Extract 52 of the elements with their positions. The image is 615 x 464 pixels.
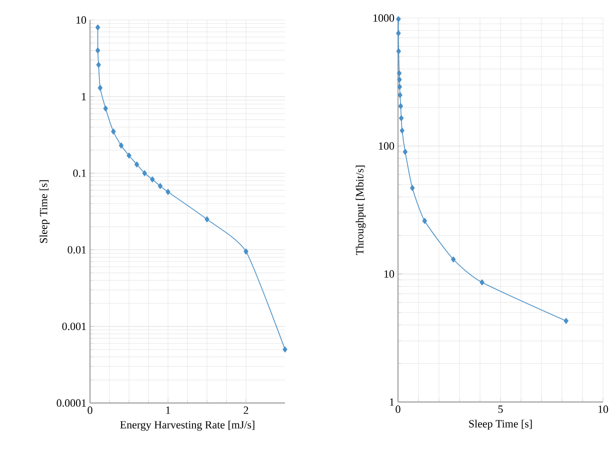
point (118, 142, 124, 148)
point (396, 30, 401, 36)
point (400, 128, 404, 134)
point (398, 115, 404, 122)
point (166, 188, 170, 195)
point (96, 62, 101, 68)
point (282, 346, 288, 352)
x-axis-title: Energy Harvesting Rate [mJ/s] (120, 420, 254, 431)
point (204, 216, 210, 222)
x-tick-label: 5 (498, 406, 503, 413)
point (396, 70, 402, 76)
point (396, 16, 401, 22)
y-tick-label: 100 (379, 142, 394, 150)
point (398, 103, 404, 110)
point (111, 128, 116, 135)
point (564, 318, 568, 324)
y-tick-label: 0.1 (73, 169, 86, 177)
y-tick-label: 1 (390, 398, 394, 406)
y-tick-label: 0.001 (62, 322, 86, 330)
point (158, 183, 163, 190)
x-tick-label: 10 (598, 406, 608, 413)
x-tick-label: 0 (396, 406, 400, 413)
y-axis-title: Throughput [Mbit/s] (356, 166, 366, 255)
y-tick-label: 0.0001 (56, 399, 86, 407)
point (402, 148, 408, 155)
point (95, 47, 100, 54)
point (98, 84, 102, 91)
point (150, 176, 155, 182)
point (134, 161, 140, 168)
y-tick-label: 1000 (374, 14, 394, 22)
x-tick-label: 1 (166, 406, 170, 414)
y-tick-label: 10 (76, 16, 86, 24)
point (398, 92, 402, 98)
point (480, 279, 484, 286)
point (142, 170, 147, 176)
point (451, 256, 456, 262)
point (244, 248, 248, 254)
y-tick-label: 0.01 (68, 246, 86, 254)
x-tick-label: 0 (88, 406, 92, 414)
point (410, 184, 415, 191)
point (103, 105, 108, 112)
point (422, 218, 427, 224)
point (397, 76, 402, 83)
y-tick-label: 10 (384, 270, 394, 278)
x-tick-label: 2 (244, 406, 248, 414)
y-tick-label: 1 (82, 92, 86, 100)
point (126, 152, 132, 159)
point (396, 48, 401, 54)
x-axis-title: Sleep Time [s] (469, 420, 532, 430)
y-axis-title: Sleep Time [s] (40, 180, 50, 243)
point (95, 24, 100, 30)
point (397, 84, 402, 90)
